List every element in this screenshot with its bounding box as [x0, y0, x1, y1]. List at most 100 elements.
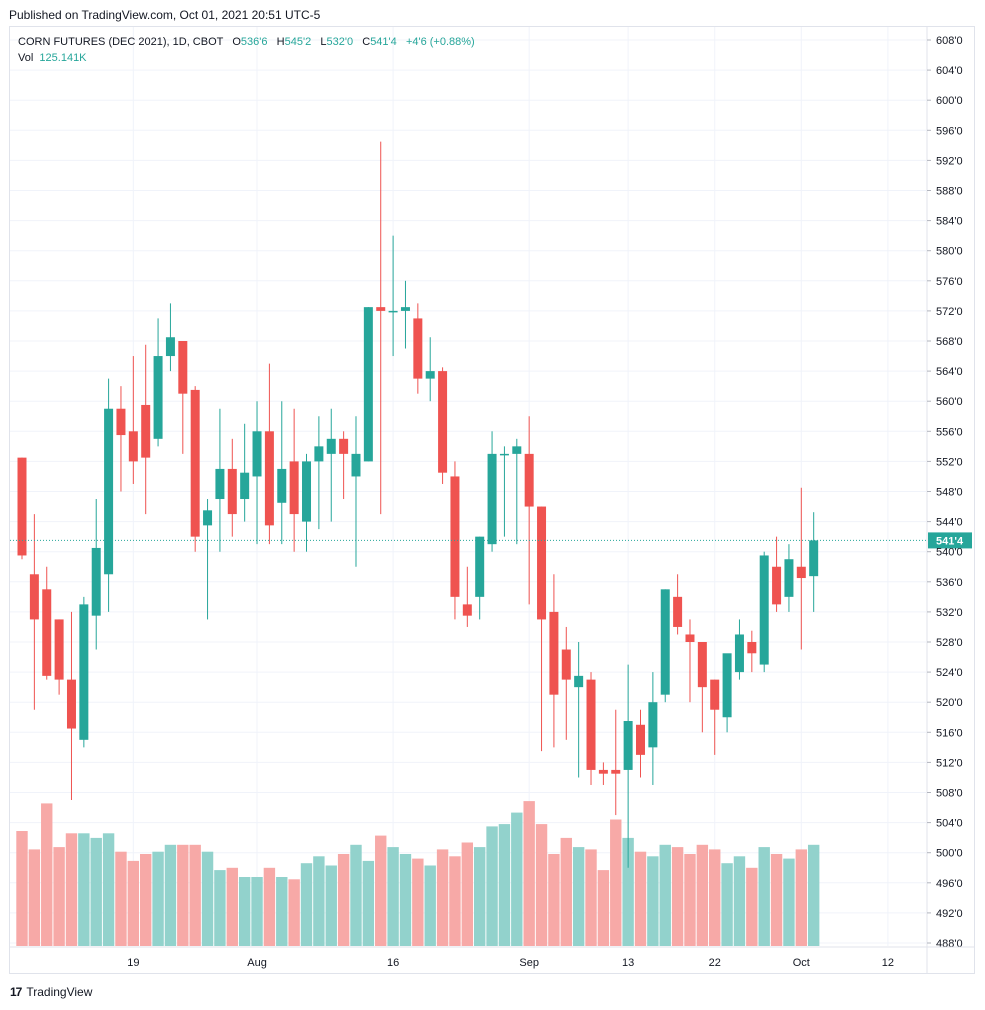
- volume-bar: [572, 847, 585, 946]
- candles: [17, 141, 819, 868]
- volume-bar: [28, 849, 41, 946]
- last-price-line: 541'4: [10, 532, 972, 549]
- volume-bar: [585, 849, 597, 946]
- volume-bar: [288, 879, 300, 946]
- candle-body: [759, 555, 769, 665]
- time-tick-label: 22: [709, 957, 721, 969]
- candle-body: [772, 566, 782, 605]
- open-value: 536'6: [240, 36, 268, 48]
- volume-bar: [486, 826, 498, 946]
- last-price-label: 541'4: [936, 535, 964, 547]
- candle-body: [240, 472, 250, 500]
- candle-body: [413, 318, 423, 379]
- volume-bar: [41, 803, 53, 946]
- candle-body: [561, 649, 571, 680]
- price-tick-label: 512'0: [936, 757, 963, 769]
- volume-bar: [783, 858, 795, 946]
- candle-body: [796, 566, 806, 579]
- volume-bar: [436, 849, 449, 946]
- symbol-label: CORN FUTURES (DEC 2021), 1D, CBOT: [18, 36, 224, 48]
- candle-body: [302, 461, 312, 522]
- volume-bar: [164, 844, 177, 946]
- candle-body: [190, 389, 200, 537]
- price-tick-label: 608'0: [936, 35, 963, 47]
- price-tick-label: 516'0: [936, 727, 963, 739]
- candle-body: [784, 559, 794, 597]
- price-tick-label: 592'0: [936, 155, 963, 167]
- candle-body: [462, 604, 472, 616]
- tradingview-logo-icon: 17: [10, 985, 22, 999]
- candle-body: [388, 310, 398, 313]
- price-tick-label: 600'0: [936, 95, 963, 107]
- price-tick-label: 596'0: [936, 125, 963, 137]
- volume-bar: [770, 854, 783, 946]
- volume-bar: [115, 851, 127, 946]
- volume-bar: [548, 854, 560, 946]
- brand-label: TradingView: [26, 985, 93, 999]
- price-tick-label: 500'0: [936, 848, 963, 860]
- volume-bar: [461, 842, 474, 946]
- volume-label: Vol: [18, 52, 34, 64]
- price-tick-label: 544'0: [936, 517, 963, 529]
- candle-body: [537, 506, 547, 620]
- candle-body: [549, 611, 559, 695]
- high-value: 545'2: [284, 36, 312, 48]
- candle-body: [203, 510, 213, 526]
- candle-body: [326, 438, 336, 454]
- time-axis: 19 Aug 16 Sep 13 22 Oct 12: [10, 946, 975, 969]
- candle-body: [475, 536, 485, 597]
- candle-body: [104, 408, 114, 575]
- time-tick-label: 13: [622, 957, 634, 969]
- volume-bar: [251, 877, 263, 946]
- close-label: C: [362, 36, 371, 48]
- price-tick-label: 536'0: [936, 577, 963, 589]
- candle-body: [153, 356, 163, 439]
- price-tick-label: 556'0: [936, 426, 963, 438]
- volume-bar: [709, 849, 721, 946]
- candle-body: [128, 431, 138, 462]
- footer[interactable]: 17 TradingView: [10, 985, 92, 999]
- published-header: Published on TradingView.com, Oct 01, 20…: [9, 8, 321, 22]
- change-value: +4'6 (+0.88%): [405, 36, 475, 48]
- volume-bar: [226, 867, 238, 946]
- price-tick-label: 564'0: [936, 366, 963, 378]
- volume-bar: [412, 858, 424, 946]
- price-tick-label: 540'0: [936, 547, 963, 559]
- volume-bar: [498, 824, 511, 946]
- volume-bar: [152, 851, 164, 946]
- volume-bar: [746, 867, 758, 946]
- volume-bar: [102, 833, 115, 946]
- volume-bar: [375, 835, 387, 946]
- volume-bar: [337, 854, 350, 946]
- price-tick-label: 560'0: [936, 396, 963, 408]
- candle-body: [636, 724, 645, 755]
- volume-bar: [65, 833, 78, 946]
- volume-bar: [177, 844, 189, 946]
- candle-body: [722, 653, 732, 718]
- volume-bar: [238, 877, 251, 946]
- volume-bar: [684, 854, 696, 946]
- candle-body: [648, 702, 658, 748]
- price-tick-label: 568'0: [936, 336, 963, 348]
- candle-body: [512, 446, 522, 454]
- price-tick-label: 508'0: [936, 788, 963, 800]
- time-tick-label: 16: [387, 957, 399, 969]
- candle-body: [623, 721, 633, 770]
- candle-body: [598, 769, 608, 774]
- volume-bar: [560, 837, 572, 946]
- time-tick-label: Oct: [793, 957, 810, 969]
- volume-bar: [300, 863, 313, 946]
- volume-bar: [387, 847, 399, 946]
- price-tick-label: 496'0: [936, 878, 963, 890]
- price-axis: 608'0 604'0 600'0 596'0 592'0 588'0 584'0 580'0…: [926, 27, 963, 974]
- candle-body: [524, 453, 534, 507]
- candle-body: [809, 540, 819, 577]
- candle-body: [351, 453, 361, 477]
- candle-body: [450, 476, 460, 597]
- volume-bar: [424, 865, 436, 946]
- price-tick-label: 552'0: [936, 456, 963, 468]
- candle-body: [710, 679, 720, 710]
- candle-body: [400, 307, 410, 311]
- candle-body: [116, 408, 126, 436]
